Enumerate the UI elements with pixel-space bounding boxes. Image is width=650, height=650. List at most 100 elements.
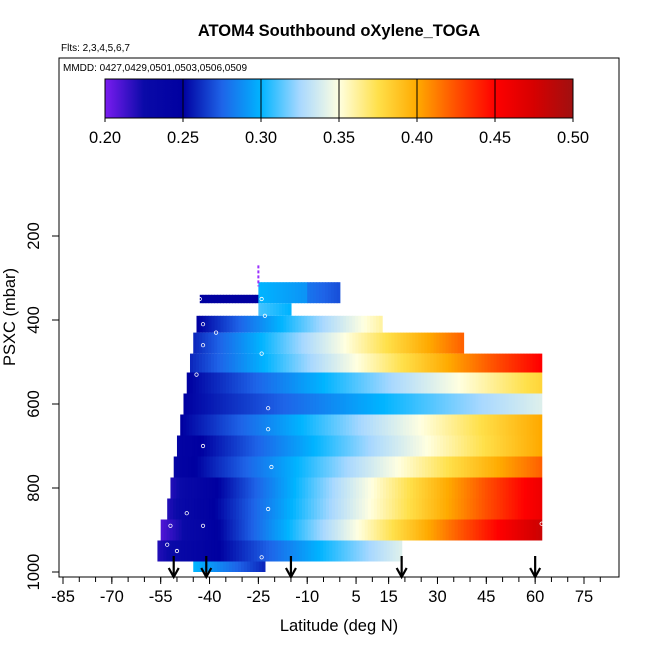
- heatmap-cell: [352, 332, 357, 354]
- heatmap-cell: [172, 519, 177, 541]
- sample-point: [174, 548, 180, 554]
- heatmap-cell: [249, 294, 254, 304]
- heatmap-cell: [268, 353, 272, 373]
- heatmap-cell: [520, 435, 525, 457]
- heatmap-cell: [301, 519, 306, 541]
- heatmap-cell: [307, 315, 311, 333]
- heatmap-cell: [278, 540, 282, 562]
- heatmap-cell: [388, 332, 393, 354]
- heatmap-cell: [472, 393, 477, 415]
- colorbar-tick-label: 0.40: [401, 129, 433, 147]
- heatmap-cell: [197, 435, 202, 457]
- heatmap-cell: [367, 393, 371, 415]
- heatmap-cell: [220, 294, 224, 304]
- sample-point: [269, 464, 274, 470]
- heatmap-cell: [445, 414, 449, 436]
- heatmap-cell: [179, 498, 183, 520]
- heatmap-cell: [356, 540, 361, 562]
- heatmap-cell: [439, 414, 443, 436]
- heatmap-cell: [205, 294, 210, 304]
- heatmap-cell: [415, 393, 419, 415]
- heatmap-cell: [382, 332, 387, 354]
- heatmap-cell: [287, 498, 291, 520]
- heatmap-cell: [463, 372, 468, 394]
- heatmap-cell: [499, 353, 504, 373]
- heatmap-cell: [245, 498, 249, 520]
- heatmap-cell: [274, 332, 278, 354]
- heatmap-cell: [361, 372, 365, 394]
- heatmap-cell: [538, 353, 543, 373]
- heatmap-cell: [260, 477, 264, 499]
- heatmap-cell: [403, 414, 407, 436]
- heatmap-cell: [475, 519, 480, 541]
- heatmap-cell: [246, 561, 251, 572]
- heatmap-cell: [204, 414, 208, 436]
- heatmap-cell: [227, 435, 232, 457]
- heatmap-cell: [197, 456, 202, 478]
- heatmap-cell: [190, 519, 195, 541]
- heatmap-cell: [223, 540, 228, 562]
- heatmap-cell: [270, 303, 274, 316]
- heatmap-cell: [508, 456, 513, 478]
- heatmap-cell: [436, 519, 441, 541]
- heatmap-cell: [418, 393, 422, 415]
- heatmap-cell: [475, 372, 480, 394]
- heatmap-cell: [326, 540, 330, 562]
- heatmap-cell: [511, 353, 516, 373]
- sample-point: [200, 343, 206, 348]
- heatmap-cell: [224, 456, 229, 478]
- heatmap-cell: [347, 456, 351, 478]
- heatmap-cell: [397, 498, 402, 520]
- heatmap-cell: [185, 477, 190, 499]
- heatmap-cell: [242, 456, 247, 478]
- heatmap-cell: [218, 498, 222, 520]
- heatmap-cell: [240, 294, 245, 304]
- heatmap-cell: [293, 456, 297, 478]
- heatmap-cell: [385, 414, 389, 436]
- y-tick-label: 600: [25, 390, 43, 418]
- heatmap-cell: [439, 477, 444, 499]
- x-axis-label: Latitude (deg N): [280, 617, 398, 635]
- heatmap-cell: [227, 477, 231, 499]
- heatmap-cell: [293, 435, 298, 457]
- heatmap-cell: [187, 540, 192, 562]
- heatmap-cell: [166, 540, 171, 562]
- heatmap-cell: [493, 519, 498, 541]
- heatmap-cell: [403, 372, 407, 394]
- heatmap-cell: [180, 414, 184, 436]
- heatmap-cell: [418, 477, 423, 499]
- heatmap-cell: [296, 540, 300, 562]
- heatmap-cell: [502, 414, 507, 436]
- heatmap-cell: [341, 456, 345, 478]
- heatmap-cell: [499, 435, 504, 457]
- heatmap-cell: [261, 393, 266, 415]
- heatmap-cell: [306, 414, 311, 436]
- heatmap-cell: [532, 353, 537, 373]
- heatmap-cell: [457, 435, 462, 457]
- heatmap-cell: [229, 561, 233, 572]
- heatmap-cell: [367, 332, 372, 354]
- heatmap-cell: [212, 477, 216, 499]
- sample-point: [145, 546, 150, 552]
- heatmap-cell: [334, 353, 338, 373]
- heatmap-cell: [529, 372, 534, 394]
- heatmap-cell: [217, 332, 221, 354]
- heatmap-cell: [418, 414, 422, 436]
- heatmap-cell: [188, 498, 192, 520]
- heatmap-cell: [406, 353, 411, 373]
- sample-point: [262, 313, 267, 318]
- heatmap-band: [167, 498, 543, 520]
- heatmap-cell: [221, 456, 226, 478]
- heatmap-cell: [216, 393, 221, 415]
- heatmap-cell: [192, 353, 197, 373]
- heatmap-cell: [239, 456, 244, 478]
- heatmap-cell: [277, 519, 282, 541]
- heatmap-cell: [292, 372, 296, 394]
- heatmap-cell: [346, 353, 350, 373]
- heatmap-cell: [373, 315, 377, 333]
- heatmap-cell: [319, 372, 323, 394]
- heatmap-cell: [240, 393, 245, 415]
- heatmap-cell: [258, 372, 263, 394]
- heatmap-cell: [367, 519, 372, 541]
- heatmap-cell: [226, 332, 230, 354]
